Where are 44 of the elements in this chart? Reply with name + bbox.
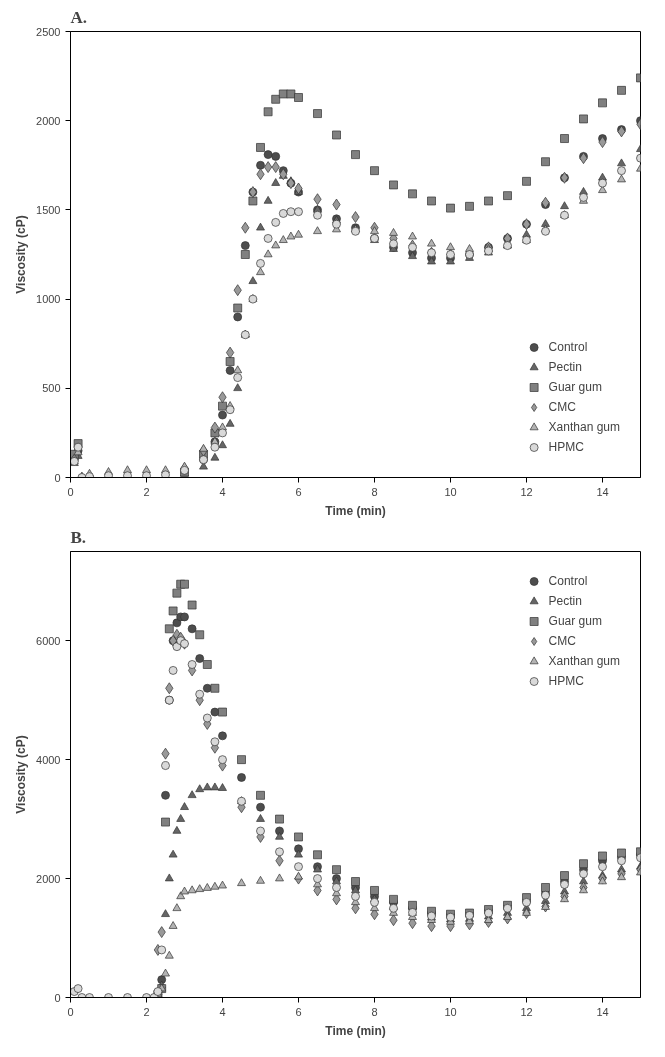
y-tick-label: 6000 <box>36 634 61 647</box>
x-tick-label: 8 <box>371 1005 378 1018</box>
y-tick-label: 2000 <box>36 872 61 885</box>
x-tick-label: 12 <box>520 1005 533 1018</box>
x-tick-label: 2 <box>143 1005 150 1018</box>
x-tick-label: 10 <box>444 1005 457 1018</box>
legend-label: Control <box>548 574 588 588</box>
x-tick-label: 8 <box>371 485 378 498</box>
y-tick-label: 4000 <box>36 753 61 766</box>
legend-label: Guar gum <box>548 380 602 394</box>
x-tick-label: 12 <box>520 485 533 498</box>
x-tick-label: 14 <box>596 1005 609 1018</box>
x-axis-title: Time (min) <box>325 503 386 518</box>
x-tick-label: 4 <box>219 485 226 498</box>
x-tick-label: 4 <box>219 1005 226 1018</box>
legend-label: Xanthan gum <box>548 420 620 434</box>
x-tick-label: 10 <box>444 485 457 498</box>
y-tick-label: 500 <box>42 382 61 395</box>
y-axis-title: Viscosity (cP) <box>14 735 29 814</box>
legend-label: Control <box>548 340 588 354</box>
x-tick-label: 2 <box>143 485 150 498</box>
y-tick-label: 1500 <box>36 203 61 216</box>
y-tick-label: 0 <box>54 471 61 484</box>
x-tick-label: 6 <box>295 1005 302 1018</box>
legend-label: Pectin <box>548 594 582 608</box>
y-tick-label: 2000 <box>36 114 61 127</box>
x-tick-label: 14 <box>596 485 609 498</box>
x-tick-label: 0 <box>67 485 74 498</box>
x-tick-label: 6 <box>295 485 302 498</box>
legend-label: CMC <box>548 634 576 648</box>
legend-label: Guar gum <box>548 614 602 628</box>
y-tick-label: 0 <box>54 991 61 1004</box>
x-axis-title: Time (min) <box>325 1023 386 1038</box>
x-tick-label: 0 <box>67 1005 74 1018</box>
legend-label: HPMC <box>548 440 584 454</box>
legend-label: Xanthan gum <box>548 654 620 668</box>
y-tick-label: 2500 <box>36 25 61 38</box>
y-tick-label: 1000 <box>36 293 61 306</box>
chart-title: B. <box>70 527 87 547</box>
legend-label: Pectin <box>548 360 582 374</box>
chart-title: A. <box>70 7 88 27</box>
y-axis-title: Viscosity (cP) <box>14 215 29 294</box>
legend-label: HPMC <box>548 674 584 688</box>
legend-label: CMC <box>548 400 576 414</box>
